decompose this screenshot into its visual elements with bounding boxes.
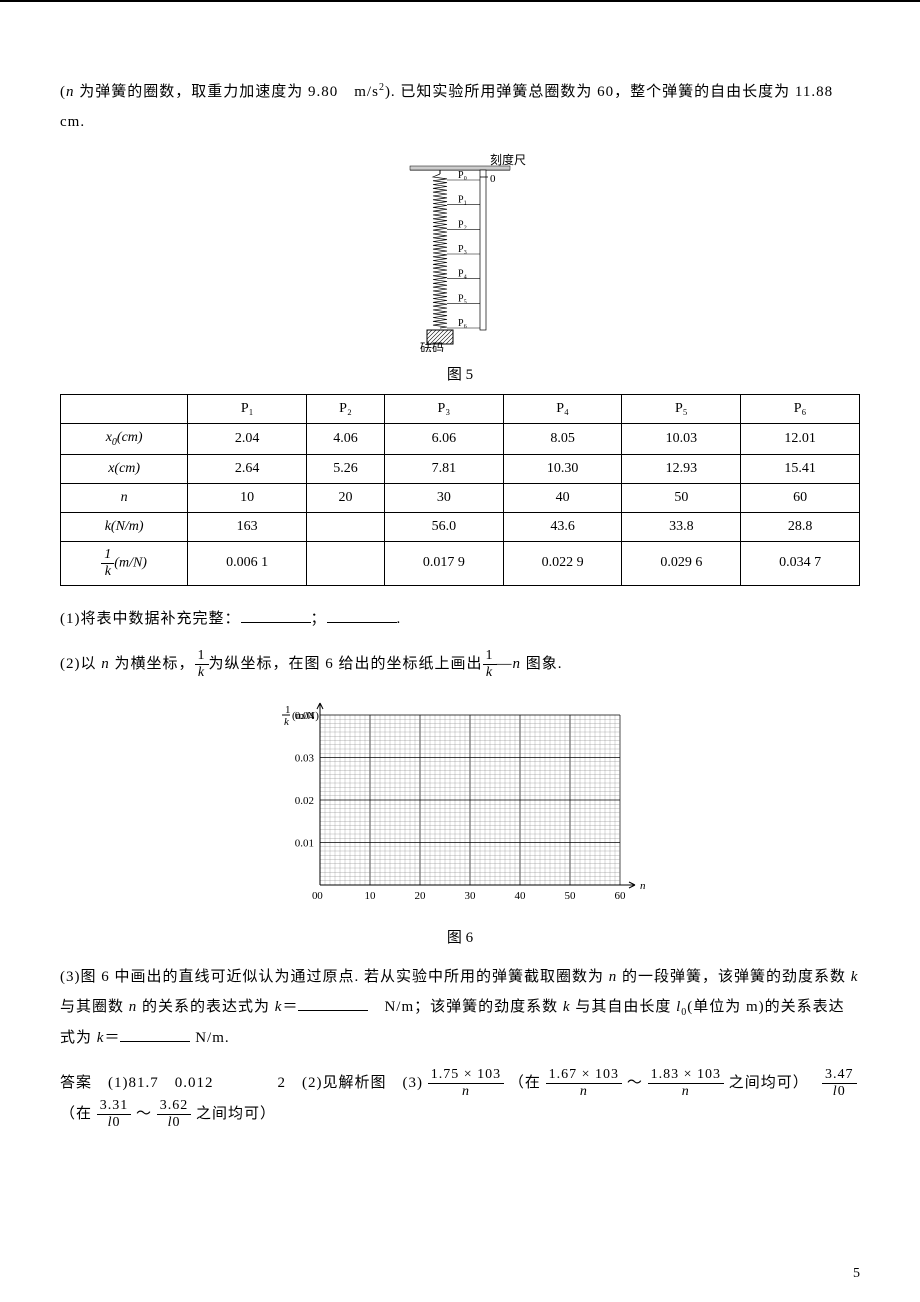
q3-n2: n [129,999,138,1015]
intro-paragraph: (n 为弹簧的圈数，取重力加速度为 9.80 m/s2). 已知实验所用弹簧总圈… [60,77,860,137]
document-page: (n 为弹簧的圈数，取重力加速度为 9.80 m/s2). 已知实验所用弹簧总圈… [0,0,920,1302]
ans-mid1: （在 [509,1075,541,1091]
svg-text:40: 40 [515,890,527,902]
svg-text:0.03: 0.03 [295,752,315,764]
svg-text:20: 20 [415,890,427,902]
spring-diagram-svg: 刻度尺 0 P₀ P₁ P₂ P₃ P₄ P₅ P₆ 砝码 [390,152,530,352]
svg-text:0.01: 0.01 [295,837,314,849]
ans-f2: 1.67 × 103n [546,1068,622,1099]
q3-unit2: N/m. [190,1030,229,1046]
weight-label: 砝码 [420,340,444,352]
svg-text:P₆: P₆ [458,318,468,329]
q1-blank-1 [241,608,311,623]
ans-mid3: （在 [60,1106,92,1122]
question-3: (3)图 6 中画出的直线可近似认为通过原点. 若从实验中所用的弹簧截取圈数为 … [60,962,860,1053]
q1-pre: (1)将表中数据补充完整： [60,611,241,627]
svg-text:P₁: P₁ [458,195,467,206]
fig5-caption: 图 5 [60,363,860,384]
question-2: (2)以 n 为横坐标，1k为纵坐标，在图 6 给出的坐标纸上画出1k—n 图象… [60,649,860,680]
page-number: 5 [853,1266,860,1282]
ans-pre: 答案 (1)81.7 0.012 2 (2)见解析图 (3) [60,1075,423,1091]
svg-text:P₂: P₂ [458,219,467,230]
ans-f1: 1.75 × 103n [428,1068,504,1099]
ans-f3: 1.83 × 103n [648,1068,724,1099]
q1-sep: ； [311,611,327,627]
ans-mid2: 之间均可） [729,1075,818,1091]
q2-frac-2: 1k [483,649,497,680]
ans-f6: 3.62l0 [157,1099,192,1130]
q2-p1: (2)以 [60,656,101,672]
ruler-label: 刻度尺 [490,152,526,167]
intro-text-1: 为弹簧的圈数，取重力加速度为 9.80 m/s [75,84,379,100]
q2-n1: n [101,656,110,672]
ans-f5: 3.31l0 [97,1099,132,1130]
q2-frac-1: 1k [195,649,209,680]
svg-text:P₅: P₅ [458,293,467,304]
svg-text:k: k [284,716,290,728]
svg-text:0: 0 [317,890,323,902]
answer-line: 答案 (1)81.7 0.012 2 (2)见解析图 (3) 1.75 × 10… [60,1068,860,1130]
q2-p5: 图象. [521,656,563,672]
q3-p3: 与其圈数 [60,999,129,1015]
svg-text:60: 60 [615,890,627,902]
ans-end: 之间均可） [196,1106,276,1122]
svg-text:30: 30 [465,890,477,902]
q3-k3: k [563,999,571,1015]
svg-text:P₄: P₄ [458,269,468,280]
svg-text:10: 10 [365,890,377,902]
q3-p1: (3)图 6 中画出的直线可近似认为通过原点. 若从实验中所用的弹簧截取圈数为 [60,969,609,985]
q3-k1: k [851,969,859,985]
svg-text:n: n [640,880,646,892]
q1-blank-2 [327,608,397,623]
chart-wrap: 1k(m/N)n01020304050600.010.020.030.040 [60,695,860,920]
svg-text:0.02: 0.02 [295,795,314,807]
ans-tilde2: ～ [136,1106,152,1122]
q3-eq1: ＝ [282,999,298,1015]
q2-p3: 为纵坐标，在图 6 给出的坐标纸上画出 [209,656,483,672]
question-1: (1)将表中数据补充完整： ；. [60,604,860,634]
svg-text:0: 0 [312,890,318,902]
svg-text:0.04: 0.04 [295,710,315,722]
q3-p5: 与其自由长度 [571,999,677,1015]
q3-blank-1 [298,996,368,1011]
figure-5: 刻度尺 0 P₀ P₁ P₂ P₃ P₄ P₅ P₆ 砝码 [390,152,530,357]
ans-tilde1: ～ [627,1075,643,1091]
q2-p2: 为横坐标， [110,656,195,672]
svg-text:50: 50 [565,890,577,902]
q3-n: n [609,969,618,985]
var-n: n [66,84,75,100]
q3-p2: 的一段弹簧，该弹簧的劲度系数 [617,969,851,985]
q3-eq2: ＝ [104,1030,120,1046]
q2-n2: n [513,656,522,672]
svg-text:1: 1 [285,704,291,716]
q2-p4: — [497,656,513,672]
ans-f4: 3.47l0 [822,1068,857,1099]
q1-end: . [397,611,402,627]
svg-text:P₃: P₃ [458,244,467,255]
zero-mark: 0 [490,173,496,185]
grid-chart-svg: 1k(m/N)n01020304050600.010.020.030.040 [270,695,650,915]
q3-unit1: N/m；该弹簧的劲度系数 [368,999,562,1015]
fig6-caption: 图 6 [60,926,860,947]
data-table: P₁P₂P₃P₄P₅P₆ x0(cm)2.044.066.068.0510.03… [60,394,860,586]
q3-p4: 的关系的表达式为 [137,999,275,1015]
svg-text:P₀: P₀ [458,170,468,181]
q3-blank-2 [120,1027,190,1042]
